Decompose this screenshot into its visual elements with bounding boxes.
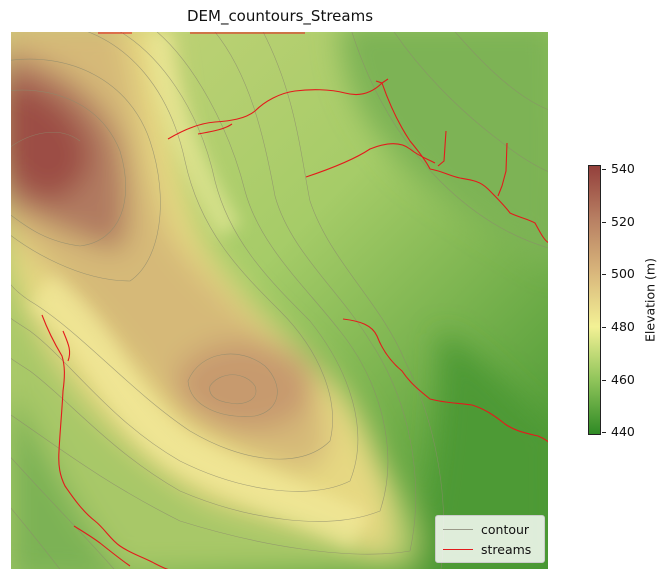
map-frame	[10, 31, 549, 570]
streams-swatch	[443, 548, 473, 550]
contour-swatch	[443, 528, 473, 530]
colorbar-label: Elevation (m)	[642, 258, 658, 342]
elevation-colorbar	[588, 165, 601, 435]
terrain-shading	[10, 31, 549, 570]
legend-item-streams: streams	[443, 541, 531, 557]
colorbar-tick-label: 440	[611, 424, 635, 439]
legend-label-contour: contour	[481, 521, 530, 537]
colorbar-tick-label: 480	[611, 319, 635, 334]
legend-item-contour: contour	[443, 521, 529, 537]
colorbar-tick-label: 520	[611, 214, 635, 229]
colorbar-tick-label: 540	[611, 161, 635, 176]
terrain-highlights	[28, 31, 369, 549]
map-title: DEM_countours_Streams	[186, 7, 374, 25]
legend-label-streams: streams	[481, 541, 532, 557]
colorbar-tick-label: 460	[611, 372, 635, 387]
elevation-map	[10, 31, 549, 570]
colorbar-tick-label: 500	[611, 266, 635, 281]
stream-lines	[41, 32, 549, 570]
map-legend: contour streams	[435, 515, 545, 563]
